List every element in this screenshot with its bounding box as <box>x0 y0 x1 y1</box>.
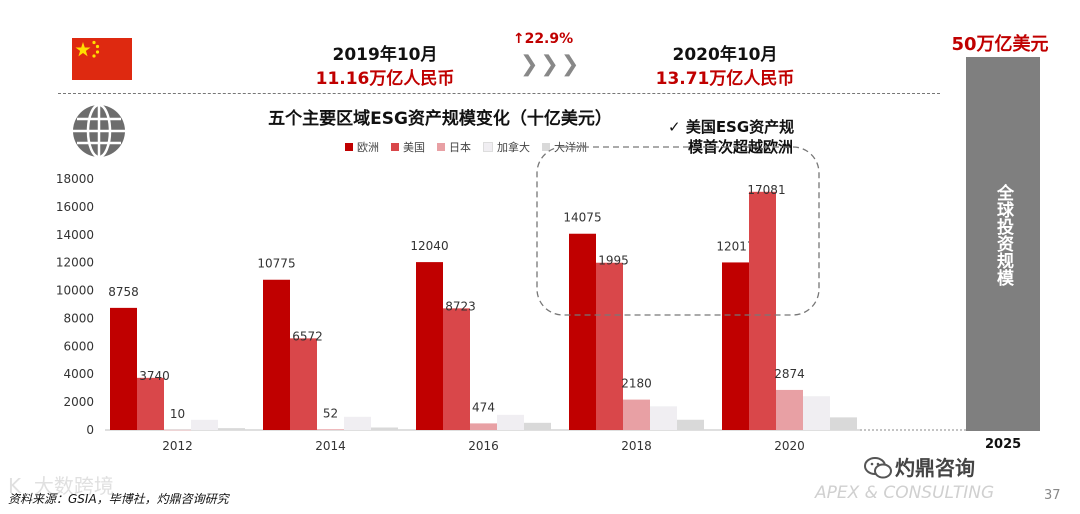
y-tick-label: 4000 <box>63 367 94 381</box>
china-flag-icon <box>72 38 132 80</box>
data-label: 474 <box>472 400 495 414</box>
source-note: 资料来源：GSIA，毕博社，灼鼎咨询研究 <box>8 492 229 506</box>
y-tick-label: 8000 <box>63 311 94 325</box>
chart-title: 五个主要区域ESG资产规模变化（十亿美元） <box>268 109 612 129</box>
apex-logo-text: APEX & CONSULTING <box>815 483 995 503</box>
bar-美国 <box>443 308 470 430</box>
bar-欧洲 <box>722 262 749 430</box>
header-divider <box>58 93 940 94</box>
bar-欧洲 <box>110 307 137 430</box>
legend-item: 日本 <box>437 139 471 155</box>
annotation-text: ✓ 美国ESG资产规 模首次超越欧洲 <box>668 117 794 157</box>
legend-label: 大洋洲 <box>554 141 587 154</box>
bar-加拿大 <box>191 419 218 430</box>
target-bar <box>966 57 1040 431</box>
target-year: 2025 <box>985 437 1022 452</box>
legend-swatch <box>345 143 353 151</box>
legend-swatch <box>391 143 399 151</box>
check-icon: ✓ <box>668 118 681 136</box>
bar-美国 <box>137 377 164 430</box>
data-label: 12017 <box>716 239 754 253</box>
legend-label: 美国 <box>403 141 425 154</box>
bar-大洋洲 <box>371 427 398 430</box>
left-value: 11.16万亿人民币 <box>315 69 455 89</box>
data-label: 12040 <box>410 239 448 253</box>
data-label: 52 <box>323 406 338 420</box>
bar-大洋洲 <box>218 428 245 430</box>
annotation-line-1-text: 美国ESG资产规 <box>685 118 795 136</box>
bar-加拿大 <box>650 406 677 430</box>
right-date: 2020年10月 <box>672 45 778 65</box>
legend-swatch <box>483 142 493 152</box>
watermark: K 大数跨境 <box>8 474 114 498</box>
brand-name: 灼鼎咨询 <box>895 456 975 480</box>
bar-美国 <box>749 191 776 430</box>
globe-icon <box>68 103 130 163</box>
highlight-box <box>536 146 820 316</box>
bar-大洋洲 <box>830 417 857 430</box>
y-tick-label: 18000 <box>56 172 94 186</box>
data-label: 8758 <box>108 285 139 299</box>
flag-stars <box>75 40 100 58</box>
bar-大洋洲 <box>677 419 704 430</box>
growth-rate: ↑22.9% <box>512 31 574 47</box>
bar-日本 <box>164 429 191 431</box>
legend-item: 加拿大 <box>483 139 530 155</box>
y-tick-label: 0 <box>86 423 94 437</box>
chevron-right-icon: ❯❯❯ <box>520 52 582 77</box>
data-label: 14075 <box>563 211 601 225</box>
bar-大洋洲 <box>524 422 551 430</box>
x-tick-label: 2016 <box>468 439 499 453</box>
data-label: 6572 <box>292 329 323 343</box>
page-number: 37 <box>1044 488 1061 503</box>
legend-swatch <box>437 143 445 151</box>
bar-日本 <box>317 429 344 430</box>
legend-label: 日本 <box>449 141 471 154</box>
legend-item: 美国 <box>391 139 425 155</box>
data-label: 2180 <box>621 377 652 391</box>
legend-swatch <box>542 143 550 151</box>
y-tick-label: 12000 <box>56 256 94 270</box>
data-label: 1995 <box>598 254 629 268</box>
bar-美国 <box>596 262 623 430</box>
bar-加拿大 <box>344 416 371 430</box>
y-tick-label: 14000 <box>56 228 94 242</box>
legend-label: 加拿大 <box>497 141 530 154</box>
bar-欧洲 <box>416 262 443 430</box>
x-tick-label: 2018 <box>621 439 652 453</box>
legend-item: 大洋洲 <box>542 139 587 155</box>
bar-加拿大 <box>497 414 524 430</box>
y-tick-label: 6000 <box>63 339 94 353</box>
data-label: 17081 <box>747 183 785 197</box>
legend-item: 欧洲 <box>345 139 379 155</box>
target-value: 50万亿美元 <box>951 34 1049 55</box>
data-label: 2874 <box>774 367 805 381</box>
bar-日本 <box>623 399 650 430</box>
bar-美国 <box>290 338 317 430</box>
x-tick-label: 2012 <box>162 439 193 453</box>
target-label: 全球投资规模 <box>993 184 1013 286</box>
chart-legend: 欧洲 美国 日本 加拿大 大洋洲 <box>345 139 587 155</box>
bar-加拿大 <box>803 396 830 430</box>
x-tick-label: 2014 <box>315 439 346 453</box>
bar-欧洲 <box>569 233 596 430</box>
data-label: 10 <box>170 407 185 421</box>
y-tick-label: 2000 <box>63 395 94 409</box>
wechat-icon <box>863 456 893 484</box>
legend-label: 欧洲 <box>357 141 379 154</box>
bar-日本 <box>776 389 803 430</box>
data-label: 3740 <box>139 369 170 383</box>
left-date: 2019年10月 <box>332 45 438 65</box>
bar-日本 <box>470 423 497 430</box>
data-label: 8723 <box>445 299 476 313</box>
annotation-line-2: 模首次超越欧洲 <box>688 138 794 156</box>
y-tick-label: 16000 <box>56 200 94 214</box>
x-tick-label: 2020 <box>774 439 805 453</box>
right-value: 13.71万亿人民币 <box>655 69 795 89</box>
annotation-line-1: ✓ 美国ESG资产规 <box>668 117 794 137</box>
bar-欧洲 <box>263 279 290 430</box>
y-tick-label: 10000 <box>56 284 94 298</box>
data-label: 10775 <box>257 257 295 271</box>
